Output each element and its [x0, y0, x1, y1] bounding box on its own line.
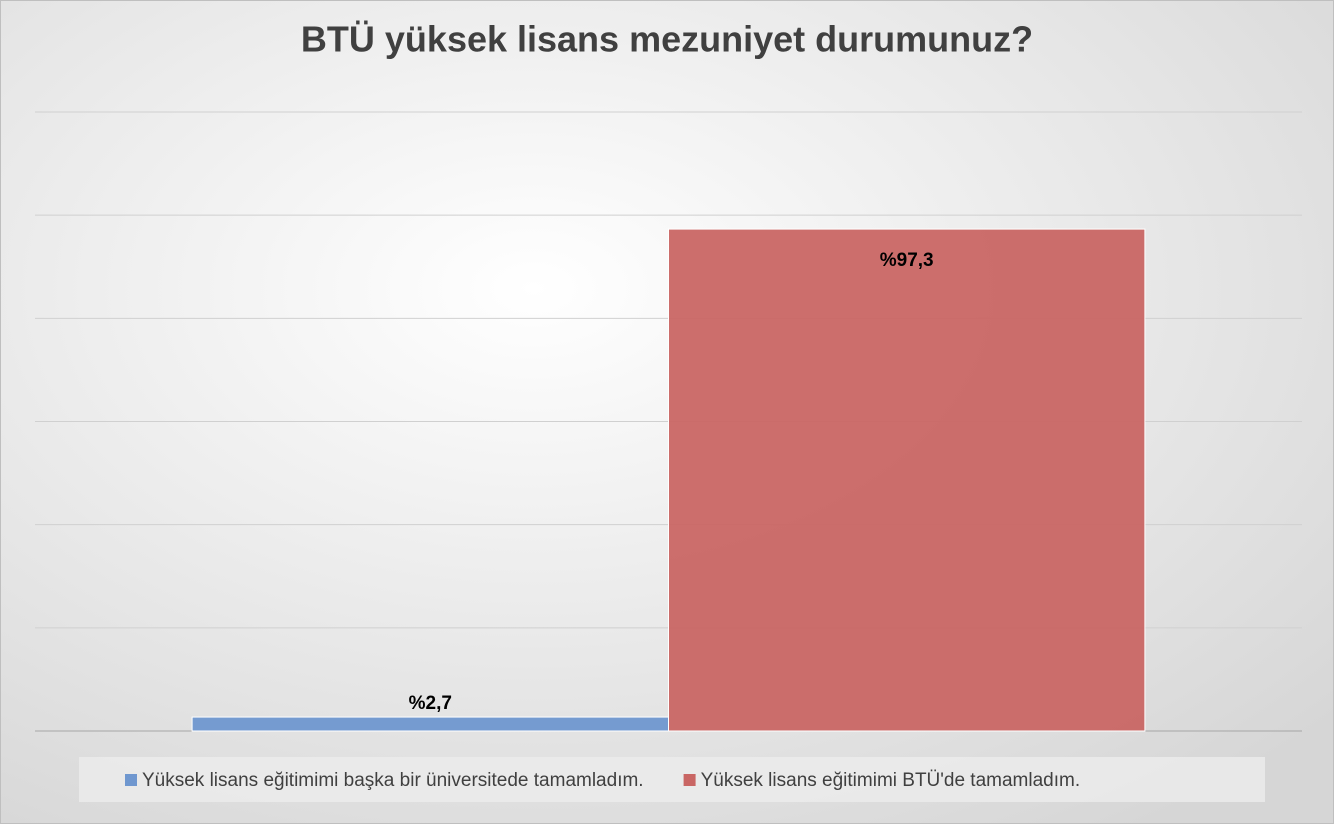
- legend-label: Yüksek lisans eğitimimi BTÜ'de tamamladı…: [701, 770, 1081, 791]
- data-label: %2,7: [409, 693, 452, 714]
- legend-label: Yüksek lisans eğitimimi başka bir üniver…: [142, 770, 644, 791]
- data-label: %97,3: [880, 250, 934, 271]
- legend-swatch: [125, 774, 137, 786]
- legend-swatch: [683, 774, 696, 786]
- chart-title: BTÜ yüksek lisans mezuniyet durumunuz?: [301, 19, 1033, 60]
- bar: [668, 228, 1146, 732]
- bar: [191, 716, 669, 732]
- legend-box: [79, 757, 1265, 802]
